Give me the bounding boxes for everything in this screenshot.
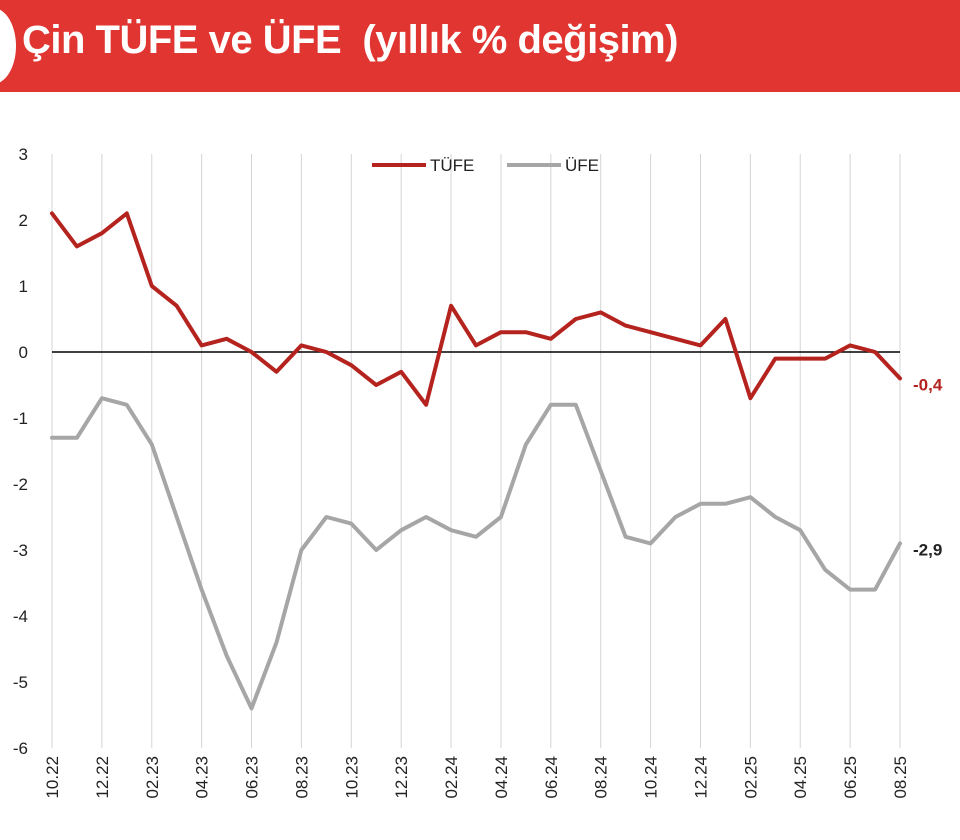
x-tick-label: 10.23 xyxy=(342,756,361,799)
y-tick-label: -4 xyxy=(13,607,28,626)
y-tick-label: -1 xyxy=(13,409,28,428)
x-tick-label: 12.23 xyxy=(392,756,411,799)
legend-label: ÜFE xyxy=(565,156,599,175)
x-tick-label: 10.22 xyxy=(43,756,62,799)
series-line-ufe xyxy=(50,396,902,711)
end-labels: -0,4 -2,9 xyxy=(913,375,943,559)
x-axis-tick-labels: 10.22 12.22 02.23 04.23 06.23 08.23 10.23 12.23… xyxy=(43,756,910,799)
x-tick-label: 04.24 xyxy=(492,756,511,799)
series-line-tufe xyxy=(50,211,902,407)
y-tick-label: 2 xyxy=(19,211,28,230)
x-tick-label: 02.24 xyxy=(442,756,461,799)
y-tick-label: -6 xyxy=(13,739,28,758)
line-chart: 3 2 1 0 -1 -2 -3 -4 -5 -6 10.22 12.22 02.23 04.23 06.… xyxy=(13,145,943,799)
x-tick-label: 08.24 xyxy=(592,756,611,799)
x-tick-label: 02.25 xyxy=(741,756,760,799)
x-tick-label: 12.22 xyxy=(93,756,112,799)
x-tick-label: 10.24 xyxy=(642,756,661,799)
x-tick-label: 12.24 xyxy=(691,756,710,799)
x-tick-label: 08.25 xyxy=(891,756,910,799)
grid-lines xyxy=(51,154,901,748)
x-tick-label: 06.23 xyxy=(243,756,262,799)
y-tick-label: -2 xyxy=(13,475,28,494)
x-tick-label: 04.23 xyxy=(193,756,212,799)
legend-label: TÜFE xyxy=(430,156,474,175)
banner-notch xyxy=(0,8,16,84)
end-value-label: -0,4 xyxy=(913,375,943,394)
end-value-label: -2,9 xyxy=(913,540,942,559)
y-tick-label: -5 xyxy=(13,673,28,692)
y-tick-label: -3 xyxy=(13,541,28,560)
x-tick-label: 06.24 xyxy=(542,756,561,799)
y-tick-label: 0 xyxy=(19,343,28,362)
y-axis-tick-labels: 3 2 1 0 -1 -2 -3 -4 -5 -6 xyxy=(13,145,28,758)
x-tick-label: 02.23 xyxy=(143,756,162,799)
legend: TÜFE ÜFE xyxy=(372,156,599,175)
title-banner: Çin TÜFE ve ÜFE (yıllık % değişim) xyxy=(0,0,960,92)
series-layer xyxy=(50,211,902,711)
y-tick-label: 1 xyxy=(19,277,28,296)
x-tick-label: 06.25 xyxy=(841,756,860,799)
chart-title: Çin TÜFE ve ÜFE (yıllık % değişim) xyxy=(22,18,678,62)
y-tick-label: 3 xyxy=(19,145,28,164)
x-tick-label: 08.23 xyxy=(292,756,311,799)
x-tick-label: 04.25 xyxy=(791,756,810,799)
